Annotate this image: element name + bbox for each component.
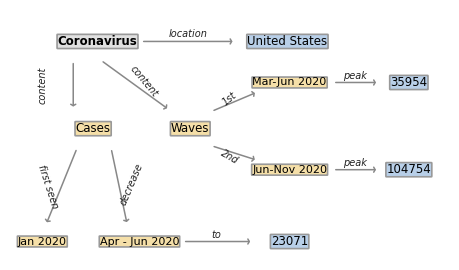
Text: 1st: 1st [219,90,238,107]
Text: content: content [37,66,47,104]
Text: 35954: 35954 [389,76,426,89]
Text: to: to [211,230,220,240]
Text: Waves: Waves [171,122,209,135]
Text: decrease: decrease [118,161,145,206]
Text: 23071: 23071 [270,235,308,248]
Text: United States: United States [247,35,327,48]
Text: peak: peak [342,71,366,81]
Text: Jan 2020: Jan 2020 [18,237,67,247]
Text: 2nd: 2nd [218,148,239,166]
Text: Mar-Jun 2020: Mar-Jun 2020 [252,77,326,87]
Text: 104754: 104754 [386,163,430,176]
Text: location: location [168,29,207,39]
Text: Jun-Nov 2020: Jun-Nov 2020 [252,165,326,175]
Text: content: content [128,64,159,99]
Text: Apr - Jun 2020: Apr - Jun 2020 [100,237,179,247]
Text: first seen: first seen [36,163,60,210]
Text: Coronavirus: Coronavirus [57,35,137,48]
Text: peak: peak [342,158,366,168]
Text: Cases: Cases [75,122,110,135]
